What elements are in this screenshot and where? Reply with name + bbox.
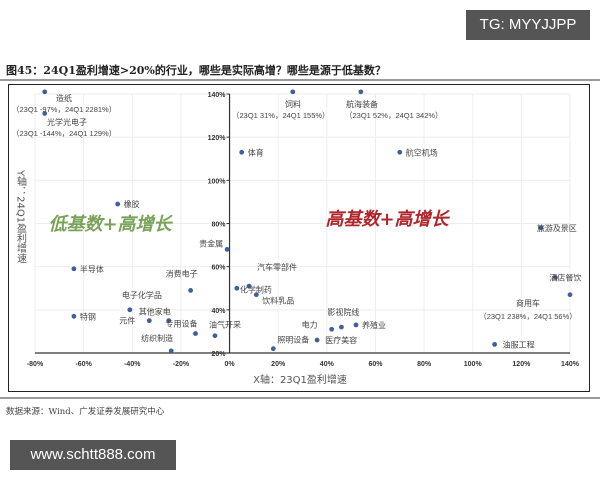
x-tick-label: 20%	[271, 361, 286, 368]
point-label: 养殖业	[362, 320, 386, 330]
point-label: 专用设备	[166, 319, 198, 329]
data-point	[538, 225, 544, 231]
point-label: 橡胶	[124, 199, 140, 209]
scatter-plot: -80% -60% -40% -20% 0% 20% 40% 60% 80% 100% 120% 14…	[12, 89, 581, 386]
point-label: 汽车零部件	[257, 262, 297, 272]
x-tick-label: -20%	[173, 361, 190, 368]
chart-frame	[8, 84, 590, 392]
point-label: 元件	[119, 316, 135, 326]
data-point	[168, 348, 174, 354]
title-divider	[0, 79, 600, 81]
point-label: 电子化学品	[122, 290, 162, 300]
data-point	[358, 89, 364, 95]
y-tick-label: 140%	[208, 92, 227, 99]
point-label: 造纸	[56, 93, 72, 103]
data-point	[115, 201, 121, 207]
data-point	[127, 307, 133, 313]
data-point	[553, 275, 558, 280]
point-label: 消费电子	[166, 268, 198, 278]
data-point	[492, 341, 498, 347]
x-tick-label: 40%	[320, 361, 335, 368]
x-tick-label: -40%	[124, 361, 141, 368]
x-tick-label: 100%	[464, 361, 483, 368]
y-tick-label: 80%	[212, 222, 227, 229]
data-point	[193, 331, 198, 336]
point-label: 油服工程	[503, 339, 535, 349]
data-point	[397, 149, 403, 155]
x-tick-label: -80%	[27, 361, 44, 368]
data-point	[353, 322, 359, 328]
data-point	[71, 313, 77, 319]
point-label: 饲料	[285, 99, 301, 109]
data-point	[212, 333, 218, 339]
data-point	[329, 326, 335, 332]
x-tick-label: 60%	[368, 361, 383, 368]
watermark-url: www.schtt888.com	[10, 440, 176, 470]
y-tick-label: 40%	[212, 308, 227, 315]
annotation-low-base: 低基数+高增长	[48, 214, 173, 235]
data-point	[224, 247, 230, 252]
x-axis-label: X轴：23Q1盈利增速	[253, 373, 347, 386]
point-label: 影视院线	[327, 307, 359, 317]
y-tick-label: 100%	[208, 178, 227, 185]
data-point	[314, 337, 320, 343]
point-label: 旅游及景区	[537, 223, 577, 233]
x-tick-label: -60%	[75, 361, 92, 368]
data-point	[42, 89, 48, 95]
point-label: 油气开采	[209, 320, 241, 330]
y-tick-label: 120%	[208, 135, 227, 142]
data-point	[290, 89, 296, 95]
y-tick-label: 20%	[212, 351, 227, 358]
point-note: （23Q1 -97%，24Q1 2281%）	[12, 105, 116, 114]
point-note: （23Q1 31%，24Q1 155%）	[232, 111, 330, 120]
point-label: 贵金属	[199, 238, 223, 248]
point-label: 半导体	[80, 264, 104, 274]
figure-title: 图45：24Q1盈利增速>20%的行业，哪些是实际高增？哪些是源于低基数？	[6, 64, 386, 77]
point-label: 照明设备	[277, 335, 309, 345]
data-point	[42, 111, 48, 116]
data-point	[270, 346, 276, 352]
point-label: 酒店餐饮	[549, 272, 581, 282]
x-tick-label: 140%	[561, 361, 580, 368]
x-tick-label: 80%	[417, 361, 432, 368]
point-label: 航海装备	[346, 99, 378, 109]
point-label: 商用车	[516, 298, 540, 308]
data-point	[339, 324, 344, 330]
y-tick-label: 60%	[212, 265, 227, 272]
x-tick-label: 0%	[224, 361, 235, 368]
data-point	[188, 288, 194, 293]
data-point	[246, 283, 252, 289]
point-label: 体育	[248, 147, 264, 157]
data-point	[234, 285, 240, 291]
point-label: 航空机场	[406, 147, 438, 157]
point-note: （23Q1 238%，24Q1 56%）	[479, 312, 577, 321]
point-note: （23Q1 -144%，24Q1 129%）	[12, 129, 116, 138]
y-axis-label: Y轴：24Q1盈利增速	[15, 169, 27, 263]
data-point	[71, 266, 77, 272]
data-point	[567, 292, 573, 298]
data-point	[239, 149, 245, 155]
annotation-high-base: 高基数+高增长	[325, 209, 450, 230]
x-tick-label: 120%	[512, 361, 531, 368]
watermark-tg: TG: MYYJJPP	[466, 10, 590, 40]
point-note: （23Q1 52%，24Q1 342%）	[345, 111, 443, 120]
data-point	[146, 318, 152, 324]
data-point	[253, 292, 259, 298]
point-label: 光学光电子	[47, 117, 87, 127]
point-label: 医疗美容	[325, 335, 357, 345]
data-point	[166, 318, 172, 324]
point-label: 纺织制造	[141, 333, 173, 343]
point-label: 化学制药	[240, 284, 272, 294]
point-label: 饮料乳品	[262, 296, 294, 306]
data-source: 数据来源：Wind、广发证券发展研究中心	[6, 407, 165, 417]
point-label: 特钢	[80, 311, 96, 321]
point-label: 电力	[302, 319, 318, 329]
point-label: 其他家电	[139, 307, 171, 317]
source-divider	[0, 397, 600, 399]
